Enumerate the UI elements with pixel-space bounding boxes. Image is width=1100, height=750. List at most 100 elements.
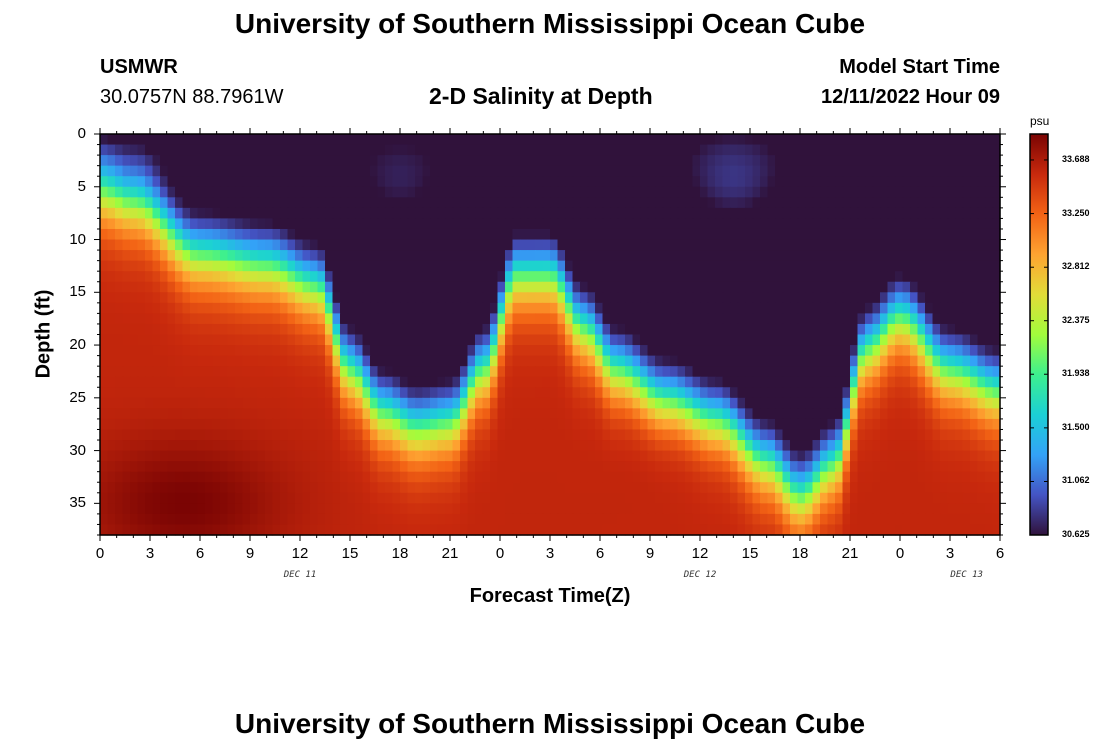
heatmap-cell (910, 186, 919, 198)
heatmap-cell (122, 144, 131, 156)
heatmap-cell (175, 397, 184, 409)
heatmap-cell (610, 176, 619, 188)
heatmap-cell (632, 334, 641, 346)
heatmap-cell (422, 134, 431, 146)
heatmap-cell (910, 418, 919, 431)
heatmap-cell (272, 176, 281, 188)
heatmap-cell (632, 429, 641, 441)
heatmap-cell (145, 218, 154, 230)
heatmap-cell (265, 366, 274, 378)
heatmap-cell (400, 513, 409, 526)
heatmap-cell (392, 513, 401, 526)
heatmap-cell (505, 165, 514, 177)
heatmap-cell (542, 429, 551, 441)
heatmap-cell (527, 250, 536, 262)
heatmap-cell (587, 228, 596, 241)
heatmap-cell (790, 155, 799, 167)
heatmap-cell (302, 186, 311, 198)
heatmap-cell (317, 228, 326, 241)
heatmap-cell (137, 482, 146, 494)
heatmap-cell (707, 134, 716, 146)
heatmap-cell (100, 134, 109, 146)
heatmap-cell (242, 418, 251, 431)
heatmap-cell (797, 408, 806, 420)
heatmap-cell (985, 271, 994, 283)
heatmap-cell (595, 524, 604, 536)
heatmap-cell (287, 292, 296, 304)
heatmap-cell (100, 461, 109, 473)
heatmap-cell (182, 281, 191, 293)
heatmap-cell (302, 355, 311, 367)
heatmap-cell (520, 513, 529, 526)
heatmap-cell (557, 450, 566, 462)
heatmap-cell (700, 397, 709, 409)
heatmap-cell (677, 281, 686, 293)
heatmap-cell (527, 271, 536, 283)
heatmap-cell (812, 376, 821, 388)
heatmap-cell (197, 292, 206, 304)
heatmap-cell (820, 176, 829, 188)
heatmap-cell (527, 376, 536, 388)
heatmap-cell (130, 292, 139, 304)
heatmap-cell (325, 250, 334, 262)
heatmap-cell (175, 418, 184, 431)
heatmap-cell (835, 397, 844, 409)
heatmap-cell (212, 281, 221, 293)
heatmap-cell (662, 323, 671, 336)
heatmap-cell (527, 429, 536, 441)
heatmap-cell (775, 218, 784, 230)
heatmap-cell (602, 450, 611, 462)
heatmap-cell (955, 155, 964, 167)
heatmap-cell (715, 471, 724, 483)
heatmap-cell (310, 345, 319, 357)
heatmap-cell (902, 513, 911, 526)
heatmap-cell (220, 524, 229, 536)
heatmap-cell (992, 313, 1001, 325)
heatmap-cell (437, 345, 446, 357)
heatmap-cell (662, 397, 671, 409)
heatmap-cell (527, 313, 536, 325)
heatmap-cell (467, 292, 476, 304)
heatmap-cell (782, 323, 791, 336)
heatmap-cell (467, 218, 476, 230)
heatmap-cell (857, 228, 866, 241)
heatmap-cell (227, 376, 236, 388)
heatmap-cell (872, 302, 881, 314)
heatmap-cell (662, 461, 671, 473)
heatmap-cell (167, 302, 176, 314)
heatmap-cell (265, 197, 274, 209)
heatmap-cell (257, 218, 266, 230)
heatmap-cell (572, 313, 581, 325)
heatmap-cell (197, 366, 206, 378)
heatmap-cell (250, 450, 259, 462)
heatmap-cell (812, 197, 821, 209)
heatmap-cell (700, 513, 709, 526)
heatmap-cell (392, 334, 401, 346)
heatmap-cell (632, 492, 641, 504)
heatmap-cell (880, 144, 889, 156)
heatmap-cell (602, 165, 611, 177)
heatmap-cell (220, 207, 229, 220)
heatmap-cell (482, 207, 491, 220)
heatmap-cell (295, 355, 304, 367)
heatmap-cell (130, 134, 139, 146)
heatmap-cell (100, 376, 109, 388)
heatmap-cell (385, 250, 394, 262)
heatmap-cell (160, 271, 169, 283)
heatmap-cell (617, 323, 626, 336)
heatmap-cell (122, 197, 131, 209)
heatmap-cell (895, 228, 904, 241)
heatmap-cell (475, 387, 484, 399)
heatmap-cell (452, 271, 461, 283)
heatmap-cell (715, 387, 724, 399)
heatmap-cell (392, 482, 401, 494)
heatmap-cell (700, 524, 709, 536)
heatmap-cell (760, 218, 769, 230)
heatmap-cell (130, 366, 139, 378)
heatmap-cell (715, 271, 724, 283)
heatmap-cell (362, 492, 371, 504)
heatmap-cell (257, 429, 266, 441)
heatmap-cell (872, 228, 881, 241)
heatmap-cell (752, 345, 761, 357)
heatmap-cell (227, 524, 236, 536)
